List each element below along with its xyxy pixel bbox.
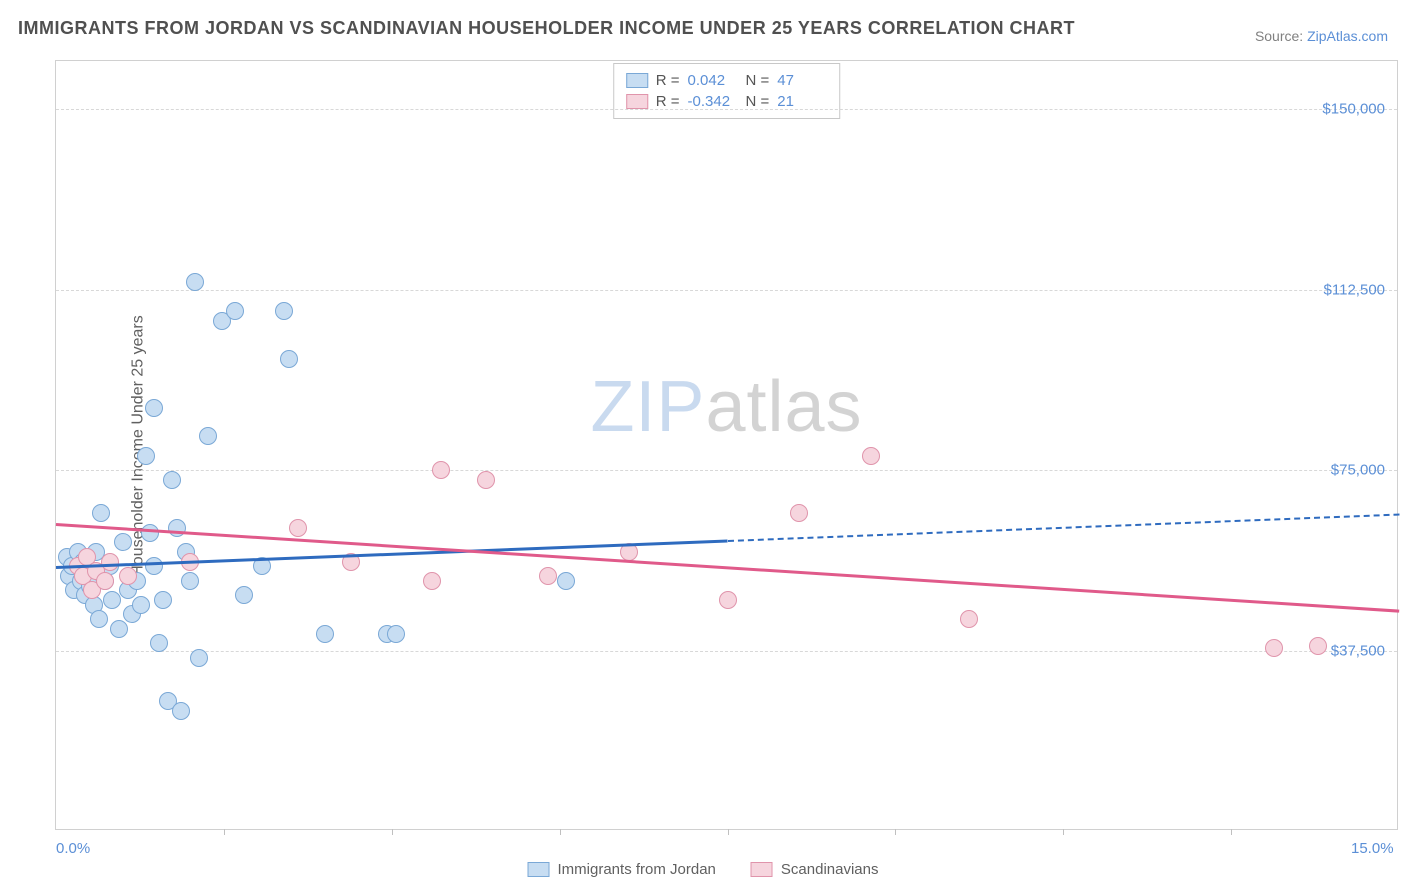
x-minor-tick <box>224 829 225 835</box>
r-value: 0.042 <box>688 72 738 89</box>
data-point <box>960 610 978 628</box>
data-point <box>172 702 190 720</box>
data-point <box>90 610 108 628</box>
data-point <box>181 572 199 590</box>
data-point <box>110 620 128 638</box>
y-tick-label: $75,000 <box>1331 462 1385 479</box>
data-point <box>96 572 114 590</box>
data-point <box>186 273 204 291</box>
r-label: R = <box>656 93 680 110</box>
x-minor-tick <box>560 829 561 835</box>
x-tick-label: 15.0% <box>1351 840 1394 857</box>
legend-item: Immigrants from Jordan <box>528 861 716 878</box>
y-tick-label: $150,000 <box>1322 101 1385 118</box>
data-point <box>790 504 808 522</box>
n-label: N = <box>746 93 770 110</box>
plot-area: ZIPatlas R = 0.042 N = 47 R = -0.342 N = 21 $37… <box>55 60 1398 830</box>
legend-swatch <box>528 862 550 877</box>
n-value: 47 <box>777 72 827 89</box>
data-point <box>557 572 575 590</box>
x-minor-tick <box>728 829 729 835</box>
n-label: N = <box>746 72 770 89</box>
correlation-stats-box: R = 0.042 N = 47 R = -0.342 N = 21 <box>613 63 841 119</box>
gridline <box>56 109 1397 110</box>
data-point <box>137 447 155 465</box>
r-label: R = <box>656 72 680 89</box>
data-point <box>168 519 186 537</box>
legend: Immigrants from Jordan Scandinavians <box>528 861 879 878</box>
y-tick-label: $37,500 <box>1331 642 1385 659</box>
data-point <box>141 524 159 542</box>
gridline <box>56 470 1397 471</box>
data-point <box>145 557 163 575</box>
data-point <box>163 471 181 489</box>
data-point <box>316 625 334 643</box>
n-value: 21 <box>777 93 827 110</box>
chart-container: IMMIGRANTS FROM JORDAN VS SCANDINAVIAN H… <box>0 0 1406 892</box>
data-point <box>199 427 217 445</box>
watermark: ZIPatlas <box>590 366 862 448</box>
data-point <box>289 519 307 537</box>
x-minor-tick <box>1231 829 1232 835</box>
data-point <box>387 625 405 643</box>
x-minor-tick <box>1063 829 1064 835</box>
x-minor-tick <box>895 829 896 835</box>
data-point <box>150 634 168 652</box>
data-point <box>190 649 208 667</box>
chart-title: IMMIGRANTS FROM JORDAN VS SCANDINAVIAN H… <box>18 18 1075 39</box>
data-point <box>226 302 244 320</box>
data-point <box>432 461 450 479</box>
data-point <box>1265 639 1283 657</box>
data-point <box>119 567 137 585</box>
source-label: Source: <box>1255 28 1303 44</box>
series-swatch <box>626 73 648 88</box>
data-point <box>275 302 293 320</box>
data-point <box>235 586 253 604</box>
legend-item: Scandinavians <box>751 861 879 878</box>
data-point <box>114 533 132 551</box>
y-tick-label: $112,500 <box>1324 281 1385 298</box>
watermark-zip: ZIP <box>590 367 705 447</box>
legend-label: Immigrants from Jordan <box>558 861 716 878</box>
legend-label: Scandinavians <box>781 861 879 878</box>
data-point <box>145 399 163 417</box>
stats-row: R = 0.042 N = 47 <box>626 70 828 91</box>
r-value: -0.342 <box>688 93 738 110</box>
data-point <box>539 567 557 585</box>
data-point <box>92 504 110 522</box>
watermark-atlas: atlas <box>705 367 862 447</box>
trend-line-extrapolated <box>727 513 1399 541</box>
data-point <box>154 591 172 609</box>
data-point <box>719 591 737 609</box>
gridline <box>56 290 1397 291</box>
data-point <box>280 350 298 368</box>
source-attribution: Source: ZipAtlas.com <box>1255 28 1388 44</box>
data-point <box>862 447 880 465</box>
data-point <box>132 596 150 614</box>
source-link[interactable]: ZipAtlas.com <box>1307 28 1388 44</box>
x-minor-tick <box>392 829 393 835</box>
data-point <box>1309 637 1327 655</box>
data-point <box>103 591 121 609</box>
legend-swatch <box>751 862 773 877</box>
data-point <box>477 471 495 489</box>
x-tick-label: 0.0% <box>56 840 90 857</box>
series-swatch <box>626 94 648 109</box>
data-point <box>423 572 441 590</box>
gridline <box>56 651 1397 652</box>
data-point <box>101 553 119 571</box>
